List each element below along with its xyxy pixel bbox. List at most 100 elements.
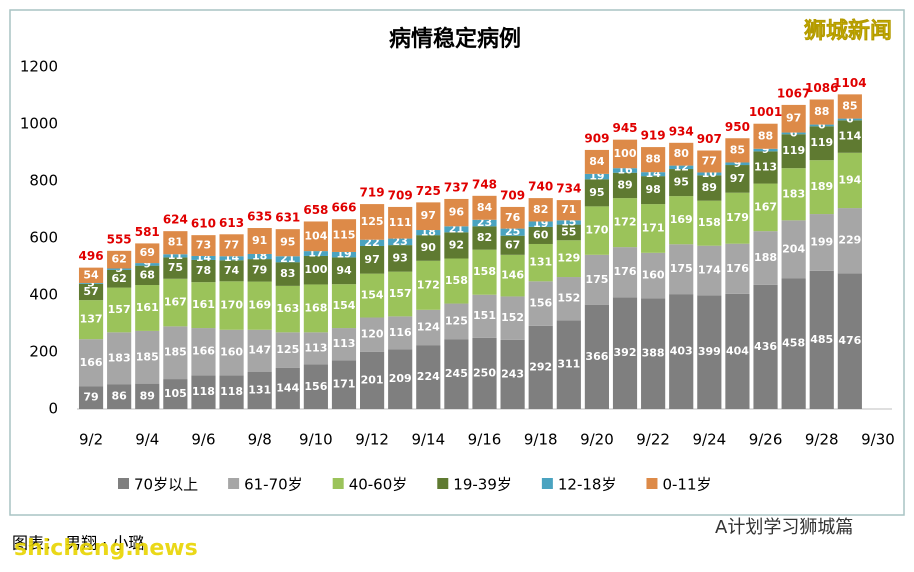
segment-label: 62 bbox=[111, 253, 126, 266]
bar-segment bbox=[107, 269, 132, 288]
bar-segment bbox=[584, 173, 609, 180]
bar-segment bbox=[669, 294, 694, 409]
segment-label: 88 bbox=[645, 153, 660, 166]
bar-segment bbox=[584, 206, 609, 255]
segment-label: 60 bbox=[533, 228, 549, 241]
bar-segment bbox=[191, 282, 216, 329]
segment-label: 95 bbox=[280, 236, 295, 249]
bar-segment bbox=[388, 238, 413, 246]
segment-label: 6 bbox=[846, 112, 854, 125]
y-tick-label: 400 bbox=[29, 286, 58, 304]
segment-label: 98 bbox=[645, 183, 660, 196]
bar-segment bbox=[444, 198, 469, 227]
bar-segment bbox=[219, 329, 244, 376]
bar-segment bbox=[78, 267, 104, 284]
bar-segment bbox=[641, 176, 666, 205]
segment-label: 158 bbox=[445, 274, 468, 287]
bar-segment bbox=[135, 265, 160, 286]
segment-label: 157 bbox=[389, 287, 412, 300]
total-label: 734 bbox=[556, 182, 581, 196]
bar-segment bbox=[641, 147, 666, 173]
legend-label: 0-11岁 bbox=[662, 476, 711, 494]
bar-segment bbox=[612, 172, 638, 199]
bar-segment bbox=[416, 230, 441, 236]
bar-segment bbox=[725, 138, 750, 163]
bar-segment bbox=[725, 192, 750, 244]
bar-segment bbox=[331, 284, 357, 329]
bar-segment bbox=[416, 235, 441, 261]
bar-segment bbox=[669, 244, 694, 295]
segment-label: 114 bbox=[838, 130, 861, 143]
bar-segment bbox=[753, 284, 778, 409]
segment-label: 69 bbox=[140, 246, 155, 259]
segment-label: 204 bbox=[782, 242, 805, 255]
segment-label: 5 bbox=[115, 262, 123, 275]
bar-segment bbox=[500, 206, 525, 229]
segment-label: 105 bbox=[164, 387, 187, 400]
segment-label: 94 bbox=[336, 264, 352, 277]
bar-segment bbox=[781, 220, 806, 279]
segment-label: 113 bbox=[304, 341, 327, 354]
y-tick-label: 200 bbox=[29, 343, 58, 361]
segment-label: 9 bbox=[762, 143, 770, 156]
bar-segment bbox=[725, 293, 750, 409]
segment-label: 174 bbox=[698, 263, 721, 276]
segment-label: 115 bbox=[332, 229, 355, 242]
segment-label: 392 bbox=[614, 346, 637, 359]
bar-segment bbox=[612, 168, 638, 173]
bar-segment bbox=[303, 364, 328, 409]
segment-label: 152 bbox=[501, 311, 524, 324]
bar-segment bbox=[135, 263, 160, 266]
segment-label: 245 bbox=[445, 367, 468, 380]
bar-segment bbox=[444, 258, 469, 304]
y-tick-label: 1000 bbox=[20, 115, 58, 133]
bar-segment bbox=[641, 172, 666, 177]
bar-segment bbox=[837, 94, 862, 119]
bar-segment bbox=[781, 104, 806, 133]
segment-label: 89 bbox=[140, 389, 155, 402]
bar-segment bbox=[500, 235, 525, 255]
segment-label: 89 bbox=[702, 181, 717, 194]
segment-label: 118 bbox=[192, 385, 215, 398]
x-tick-label: 9/28 bbox=[805, 431, 839, 449]
segment-label: 388 bbox=[642, 347, 665, 360]
bar-segment bbox=[388, 245, 413, 272]
segment-label: 188 bbox=[754, 251, 777, 264]
bar-segment bbox=[753, 231, 778, 285]
segment-label: 170 bbox=[585, 224, 608, 237]
segment-label: 169 bbox=[670, 213, 693, 226]
x-tick-label: 9/16 bbox=[468, 431, 502, 449]
bar-segment bbox=[472, 226, 497, 250]
segment-label: 167 bbox=[164, 296, 187, 309]
segment-label: 67 bbox=[505, 238, 520, 251]
bar-segment bbox=[163, 278, 188, 327]
bar-segment bbox=[809, 126, 834, 161]
segment-label: 125 bbox=[361, 215, 384, 228]
bar-segment bbox=[641, 252, 666, 299]
bar-segment bbox=[444, 339, 469, 409]
bar-segment bbox=[584, 149, 609, 174]
segment-label: 93 bbox=[393, 251, 408, 264]
bar-segment bbox=[528, 198, 553, 222]
segment-label: 176 bbox=[726, 262, 749, 275]
bar-segment bbox=[697, 245, 722, 296]
segment-label: 170 bbox=[220, 299, 243, 312]
legend-swatch bbox=[541, 478, 553, 489]
segment-label: 201 bbox=[361, 373, 384, 386]
y-tick-label: 1200 bbox=[20, 58, 58, 76]
bar-segment bbox=[416, 309, 441, 346]
bar-segment bbox=[247, 329, 272, 372]
segment-label: 113 bbox=[754, 160, 777, 173]
legend-swatch bbox=[332, 478, 344, 489]
segment-label: 89 bbox=[617, 178, 632, 191]
x-tick-label: 9/26 bbox=[749, 431, 783, 449]
bar-segment bbox=[191, 259, 216, 283]
segment-label: 55 bbox=[561, 225, 576, 238]
bar-segment bbox=[781, 132, 806, 135]
segment-label: 86 bbox=[111, 390, 127, 403]
bar-segment bbox=[331, 251, 357, 258]
segment-label: 91 bbox=[252, 234, 267, 247]
bar-segment bbox=[472, 249, 497, 295]
bar-segment bbox=[135, 383, 160, 409]
segment-label: 185 bbox=[164, 346, 187, 359]
